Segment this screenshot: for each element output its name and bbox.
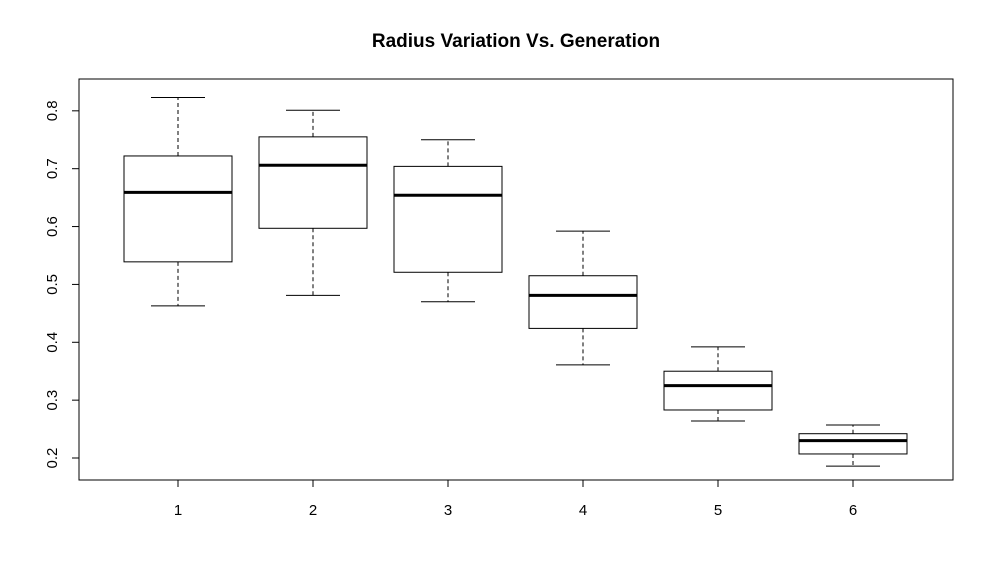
y-tick-label: 0.6 xyxy=(44,216,61,237)
box-group xyxy=(663,346,773,422)
iqr-box xyxy=(123,155,233,263)
iqr-box xyxy=(258,136,368,229)
x-tick-label: 4 xyxy=(579,502,587,519)
box-group xyxy=(123,97,233,307)
chart-title: Radius Variation Vs. Generation xyxy=(372,31,660,52)
y-tick-label: 0.3 xyxy=(44,390,61,411)
iqr-box xyxy=(393,165,503,273)
x-axis: 1 2 3 4 5 6 xyxy=(174,479,857,519)
iqr-box xyxy=(663,370,773,411)
boxes-layer xyxy=(123,97,908,467)
y-tick-label: 0.4 xyxy=(44,332,61,353)
box-group xyxy=(393,139,503,303)
x-tick-label: 2 xyxy=(309,502,317,519)
plot-frame xyxy=(78,78,954,481)
y-tick-label: 0.8 xyxy=(44,100,61,121)
x-tick-label: 6 xyxy=(849,502,857,519)
y-tick-label: 0.7 xyxy=(44,158,61,179)
box-group xyxy=(798,424,908,467)
iqr-box xyxy=(798,433,908,455)
x-tick-label: 1 xyxy=(174,502,182,519)
box-group xyxy=(528,230,638,366)
y-tick-label: 0.2 xyxy=(44,448,61,469)
x-tick-label: 3 xyxy=(444,502,452,519)
y-tick-label: 0.5 xyxy=(44,274,61,295)
x-tick-label: 5 xyxy=(714,502,722,519)
box-group xyxy=(258,109,368,296)
y-axis: 0.2 0.3 0.4 0.5 0.6 0.7 0.8 xyxy=(44,100,80,469)
iqr-box xyxy=(528,275,638,329)
